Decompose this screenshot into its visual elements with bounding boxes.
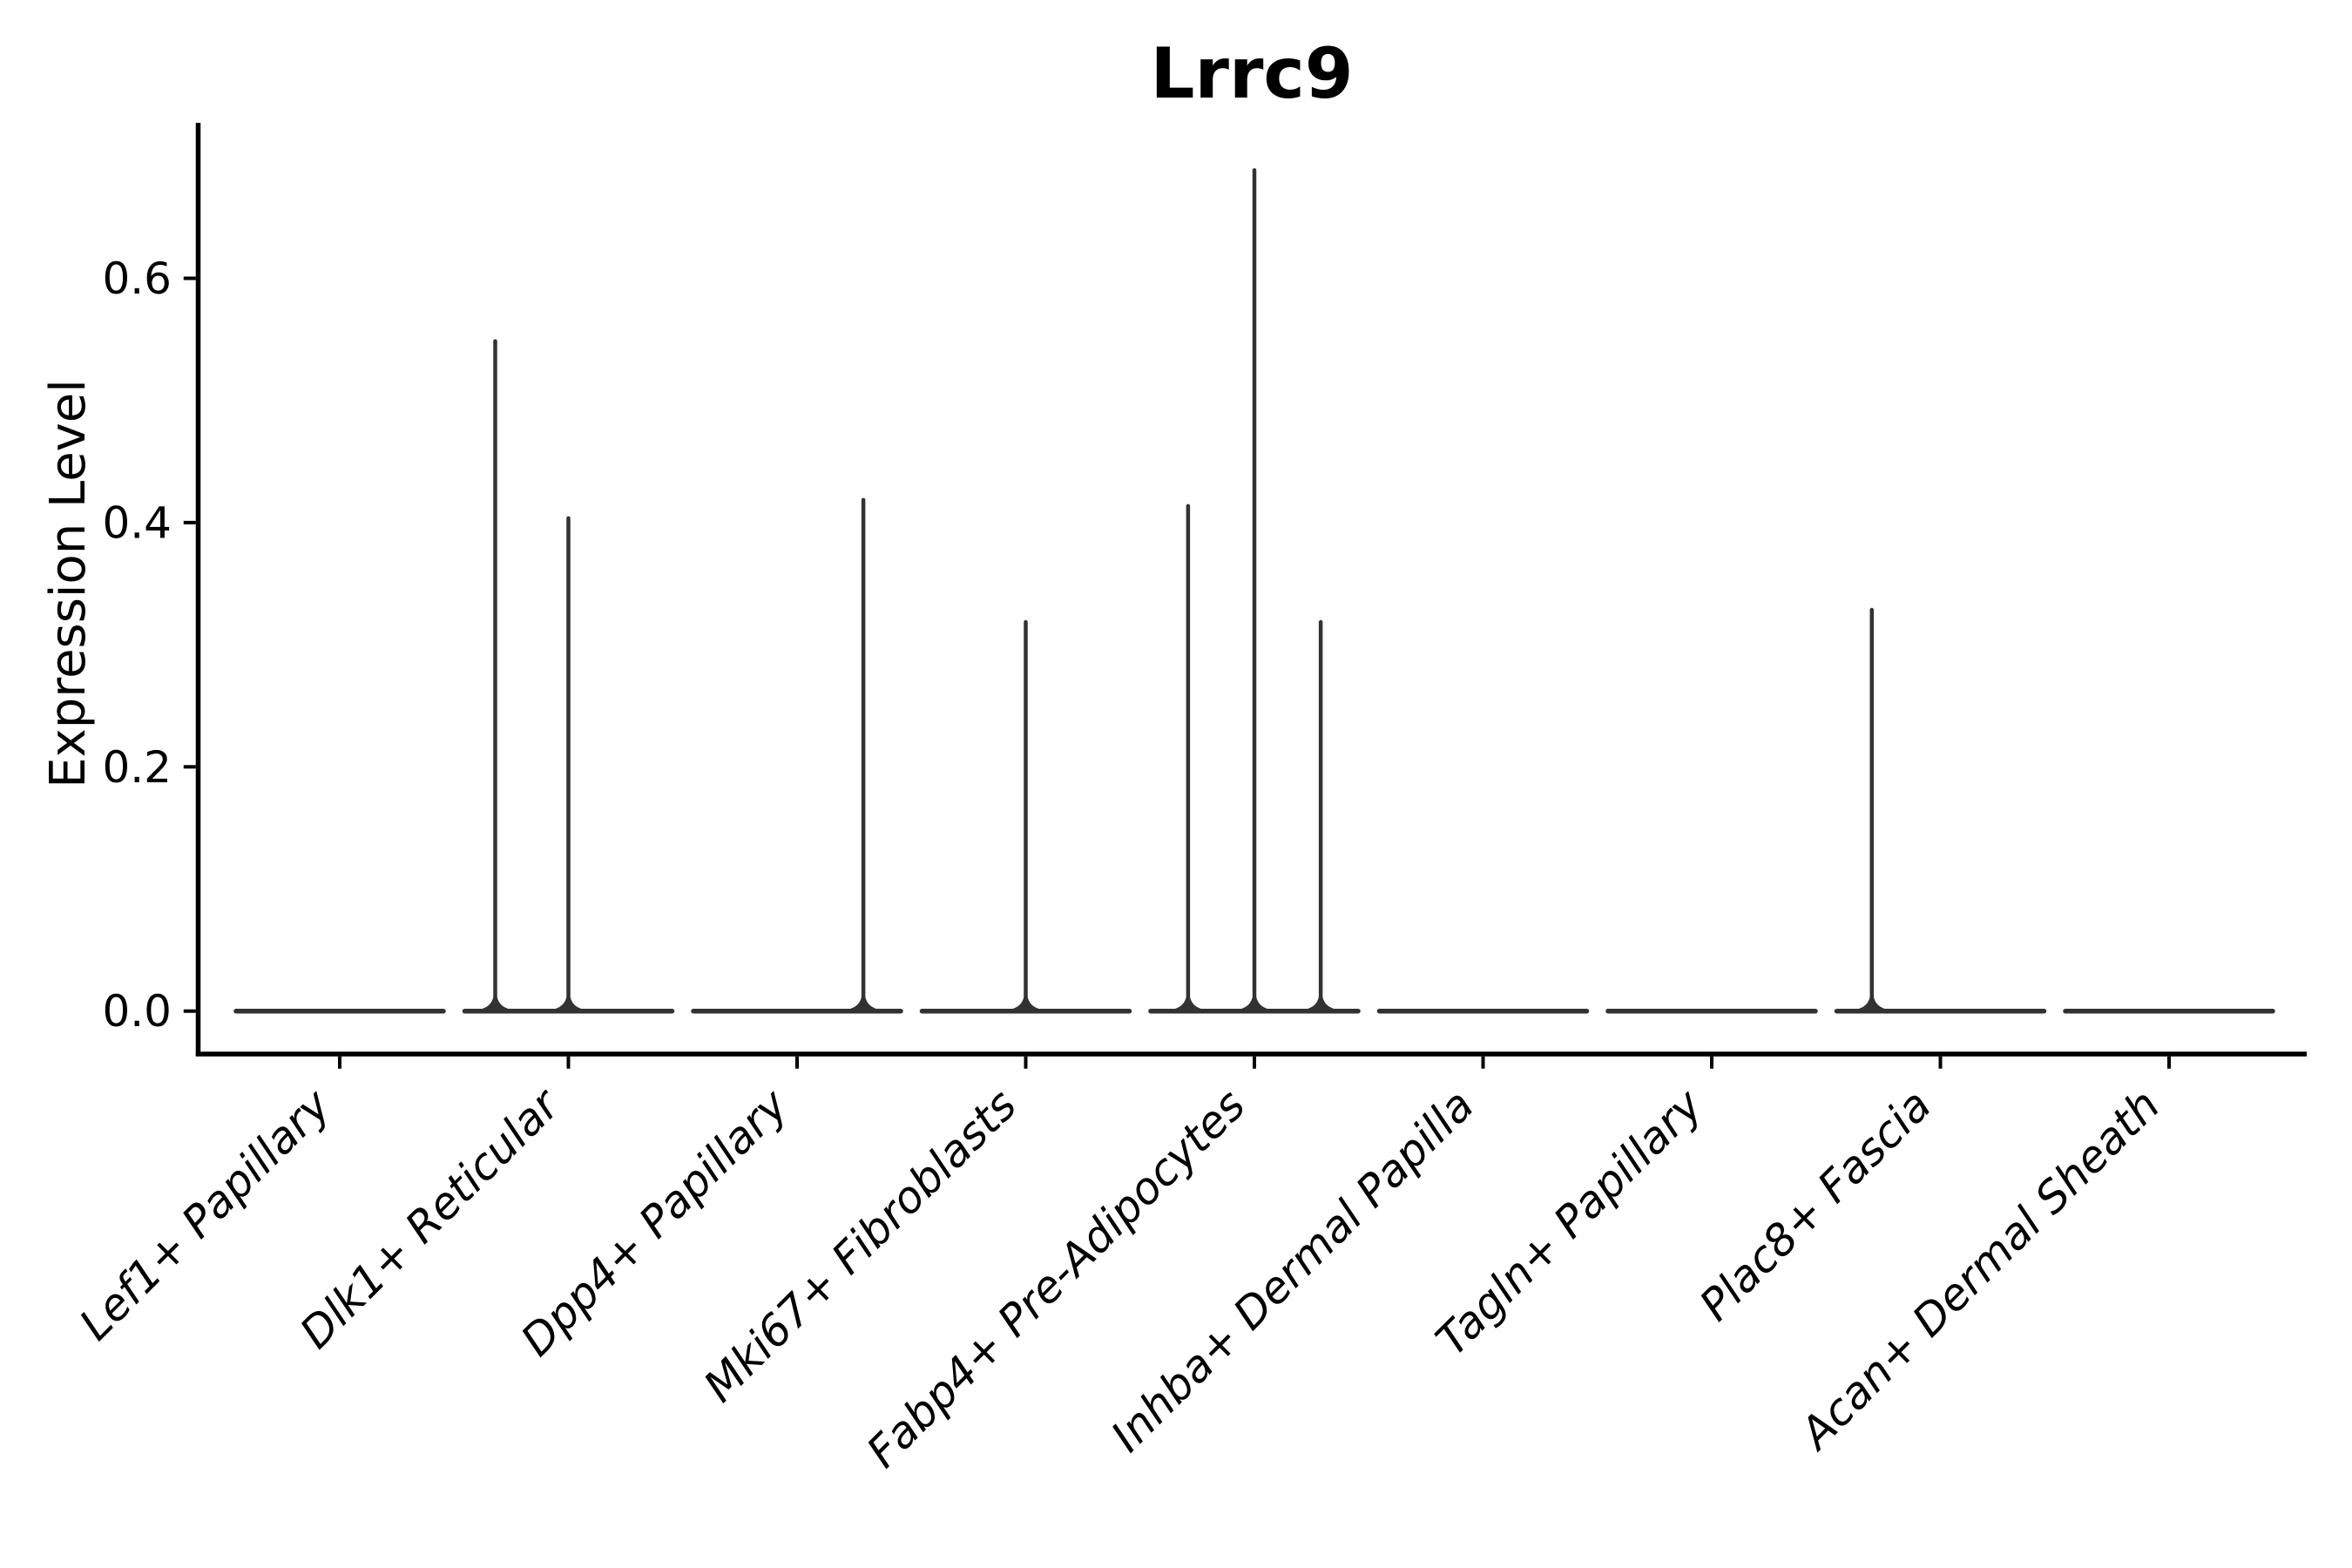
y-ticks-group: 0.0 0.2 0.4 0.6 [102,253,196,1037]
violin [1834,607,2047,1014]
violin [919,619,1132,1014]
violin [691,497,903,1014]
x-category-label: Plac8+ Fascia [1690,1079,1941,1330]
y-tick-label: 0.4 [102,497,172,548]
violin [1148,168,1361,1014]
x-category-label: Inhba+ Dermal Papilla [1102,1079,1484,1461]
y-tick-label: 0.2 [102,742,172,793]
violin [462,339,675,1014]
x-category-label: Fabp4+ Pre-Adipocytes [857,1079,1255,1477]
y-tick-label: 0.6 [102,253,172,304]
chart-title: Lrrc9 [1151,33,1354,114]
violins-group [233,168,2275,1014]
y-axis-label: Expression Level [40,379,97,788]
x-category-label: Acan+ Dermal Sheath [1789,1079,2170,1460]
x-category-label: Lef1+ Papillary [70,1078,341,1349]
y-tick-label: 0.0 [102,986,172,1037]
